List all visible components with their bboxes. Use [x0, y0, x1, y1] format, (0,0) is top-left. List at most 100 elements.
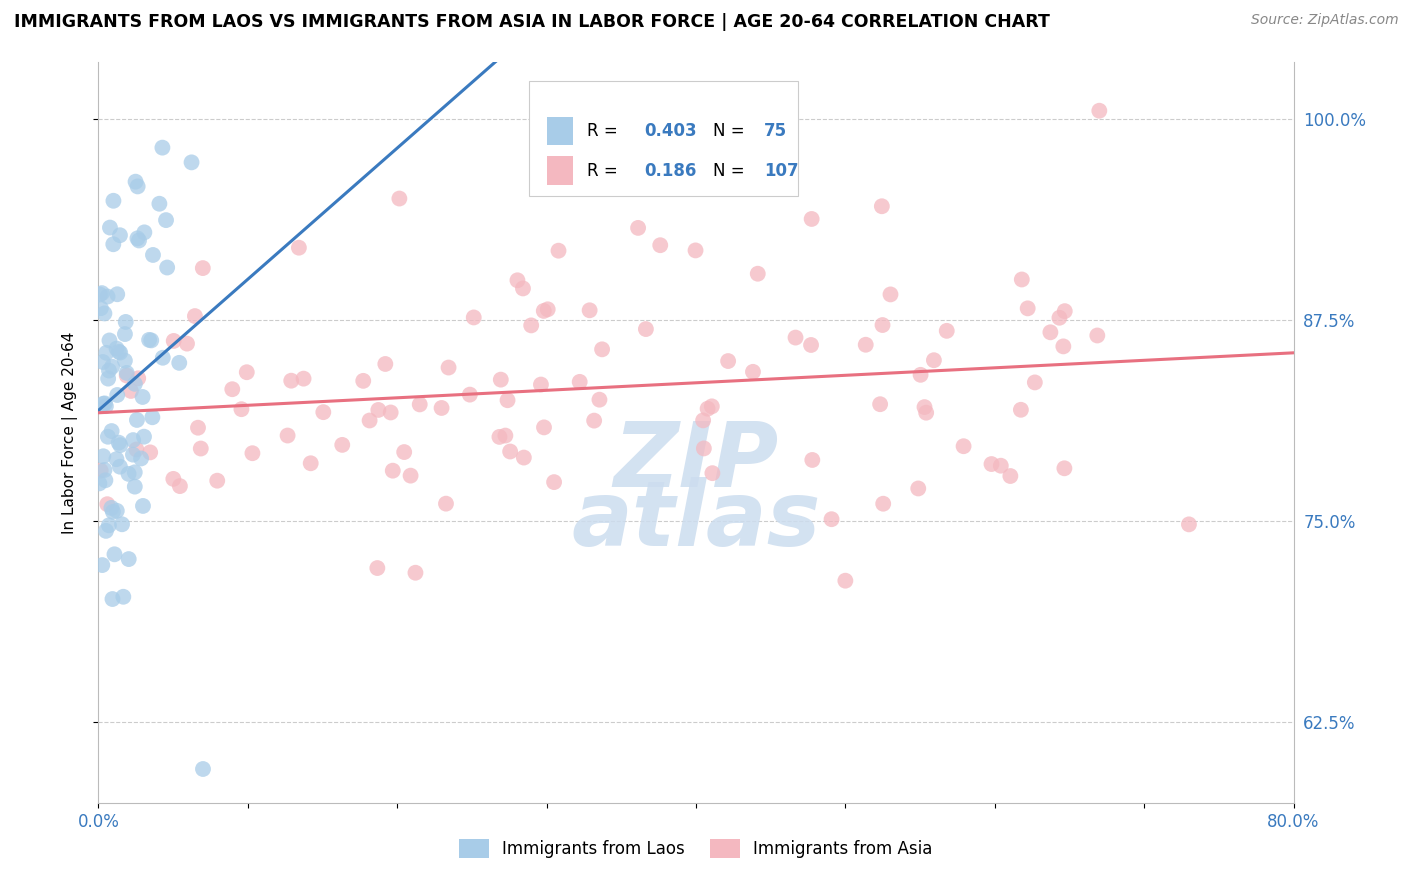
Point — [91, 355, 114, 369]
Text: Source: ZipAtlas.com: Source: ZipAtlas.com — [1251, 13, 1399, 28]
Point — [685, 244, 707, 258]
Point — [148, 196, 170, 211]
Point — [122, 448, 145, 462]
Point — [506, 273, 529, 287]
Point — [120, 384, 142, 398]
Point — [914, 400, 936, 414]
Point — [458, 387, 481, 401]
Point — [288, 241, 311, 255]
Point — [131, 390, 153, 404]
Point — [103, 237, 125, 252]
Point — [132, 430, 155, 444]
Text: 107: 107 — [763, 161, 799, 179]
FancyBboxPatch shape — [547, 117, 572, 145]
Point — [155, 213, 177, 227]
Point — [124, 465, 146, 479]
Text: R =: R = — [588, 161, 623, 179]
Point — [90, 464, 112, 478]
Point — [488, 430, 510, 444]
Point — [184, 309, 207, 323]
Point — [879, 287, 901, 301]
Point — [129, 451, 152, 466]
Point — [496, 393, 519, 408]
Point — [152, 141, 174, 155]
Point — [101, 359, 124, 374]
Point — [94, 473, 117, 487]
Point — [399, 468, 422, 483]
Point — [152, 351, 174, 365]
Point — [990, 458, 1012, 473]
Point — [1085, 328, 1108, 343]
Point — [463, 310, 485, 325]
Point — [139, 445, 162, 459]
Y-axis label: In Labor Force | Age 20-64: In Labor Force | Age 20-64 — [62, 332, 77, 533]
Point — [98, 220, 121, 235]
Point — [820, 512, 842, 526]
Point — [1000, 469, 1022, 483]
Point — [430, 401, 453, 415]
Point — [1052, 339, 1074, 353]
Point — [94, 524, 117, 538]
Point — [359, 413, 381, 427]
Point — [114, 327, 136, 342]
Point — [128, 234, 150, 248]
Text: IMMIGRANTS FROM LAOS VS IMMIGRANTS FROM ASIA IN LABOR FORCE | AGE 20-64 CORRELAT: IMMIGRANTS FROM LAOS VS IMMIGRANTS FROM … — [14, 13, 1050, 31]
Point — [191, 261, 214, 276]
Point — [97, 518, 120, 533]
Point — [591, 343, 613, 357]
Point — [1088, 103, 1111, 118]
Point — [980, 457, 1002, 471]
Point — [112, 590, 135, 604]
Point — [122, 433, 145, 447]
Point — [277, 428, 299, 442]
FancyBboxPatch shape — [547, 156, 572, 185]
Point — [108, 459, 131, 474]
Point — [103, 547, 125, 561]
Point — [141, 410, 163, 425]
Point — [91, 558, 114, 572]
Point — [801, 453, 824, 467]
Point — [101, 505, 124, 519]
Point — [90, 286, 112, 301]
Point — [330, 438, 353, 452]
Point — [747, 267, 769, 281]
Point — [138, 333, 160, 347]
Point — [409, 397, 432, 411]
Point — [380, 405, 402, 419]
Point — [702, 466, 724, 480]
Point — [108, 228, 131, 243]
Point — [105, 342, 128, 356]
Point — [381, 464, 404, 478]
Point — [499, 444, 522, 458]
Point — [693, 442, 716, 456]
Point — [292, 371, 315, 385]
Point — [127, 231, 149, 245]
Point — [872, 318, 894, 332]
Point — [834, 574, 856, 588]
Point — [124, 376, 146, 391]
Point — [530, 377, 553, 392]
Point — [568, 375, 591, 389]
Point — [105, 504, 128, 518]
Point — [870, 199, 893, 213]
Point — [97, 289, 120, 303]
Point — [117, 467, 139, 481]
Point — [125, 442, 148, 457]
Point — [125, 413, 148, 427]
Point — [107, 435, 129, 450]
Point — [231, 402, 253, 417]
Point — [110, 438, 132, 452]
Point — [388, 192, 411, 206]
Point — [312, 405, 335, 419]
Point — [221, 382, 243, 396]
Point — [404, 566, 426, 580]
Point — [162, 472, 184, 486]
Point — [96, 346, 118, 360]
Point — [907, 482, 929, 496]
Point — [100, 424, 122, 438]
Point — [167, 356, 190, 370]
Point — [94, 396, 117, 410]
Point — [124, 480, 146, 494]
Point — [366, 561, 388, 575]
Point — [578, 303, 600, 318]
